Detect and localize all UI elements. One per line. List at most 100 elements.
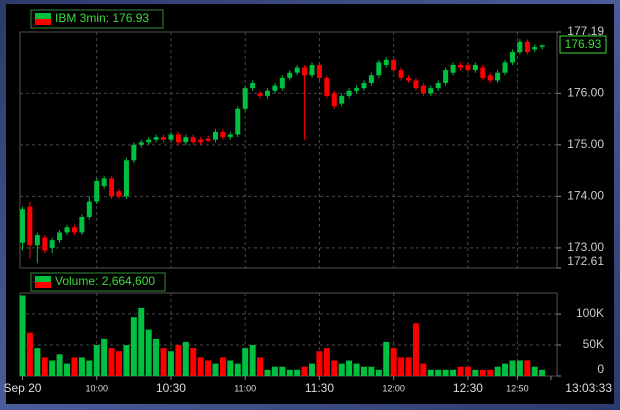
- candle-body: [242, 88, 248, 109]
- volume-bar: [487, 369, 494, 376]
- volume-bar: [516, 360, 523, 376]
- volume-bar: [115, 351, 122, 376]
- candle-body: [287, 72, 293, 78]
- price-legend: IBM 3min: 176.93: [30, 9, 164, 29]
- volume-bar: [502, 363, 509, 376]
- volume-bar: [64, 363, 71, 376]
- volume-bar: [375, 369, 382, 376]
- candle-body: [487, 75, 493, 81]
- volume-bar: [123, 345, 130, 376]
- price-panel: [19, 31, 558, 269]
- candle-body: [279, 77, 285, 89]
- volume-bar: [205, 360, 212, 376]
- candle-body: [94, 180, 100, 202]
- candle-body: [331, 93, 337, 107]
- x-tick-label: 12:30: [453, 381, 483, 395]
- candle-body: [443, 70, 449, 84]
- y-tick-label: 177.19: [567, 24, 604, 38]
- y-tick-label: 174.00: [567, 189, 604, 203]
- candle-body: [235, 108, 241, 135]
- candle-body: [79, 216, 85, 233]
- candle-body: [250, 83, 256, 89]
- x-tick-label: 12:50: [506, 383, 529, 393]
- candle-body: [361, 83, 367, 89]
- candle-body: [272, 85, 278, 91]
- volume-bar: [41, 357, 48, 376]
- candle-body: [116, 191, 122, 197]
- volume-bar: [405, 357, 412, 376]
- volume-bar: [108, 348, 115, 376]
- volume-bar: [420, 363, 427, 376]
- candle-body: [339, 95, 345, 104]
- volume-bar: [346, 360, 353, 376]
- candle-body: [480, 67, 486, 78]
- candle-body: [183, 137, 189, 143]
- x-tick-label: 12:00: [382, 383, 405, 393]
- y-tick-label: 176.00: [567, 85, 604, 99]
- candle-body: [190, 137, 196, 143]
- candle-body: [34, 235, 40, 246]
- volume-bar: [197, 357, 204, 376]
- volume-bar: [271, 366, 278, 376]
- candle-body: [123, 160, 129, 197]
- volume-bar: [234, 363, 241, 376]
- volume-bar: [412, 323, 419, 376]
- volume-bar: [26, 332, 33, 376]
- candle-body: [472, 64, 478, 71]
- candle-body: [502, 62, 508, 73]
- candle-body: [346, 90, 352, 96]
- volume-title: Volume: 2,664,600: [55, 274, 155, 288]
- volume-bar: [309, 363, 316, 376]
- candle-body: [391, 59, 397, 71]
- candle-body: [101, 178, 107, 187]
- y-tick-label: 50K: [583, 337, 604, 351]
- volume-bar: [294, 369, 301, 376]
- candle-body: [517, 41, 523, 53]
- candle-body: [539, 45, 545, 47]
- x-tick-label: 11:00: [234, 383, 256, 393]
- volume-bar: [175, 345, 182, 376]
- x-tick-label: Sep 20: [3, 381, 41, 395]
- candle-body: [383, 59, 389, 65]
- volume-bar: [539, 369, 546, 376]
- y-tick-label: 173.00: [567, 240, 604, 254]
- candle-body: [302, 67, 308, 76]
- volume-bar: [227, 360, 234, 376]
- candle-body: [19, 209, 25, 243]
- volume-bar: [360, 366, 367, 376]
- volume-bar: [93, 345, 100, 376]
- candle-body: [524, 41, 530, 53]
- candle-body: [64, 227, 70, 233]
- candle-body: [428, 88, 434, 94]
- volume-bar: [479, 369, 486, 376]
- candle-body: [257, 93, 263, 96]
- candle-body: [175, 134, 181, 143]
- volume-bar: [398, 357, 405, 376]
- y-tick-label: 100K: [576, 306, 604, 320]
- candle-body: [495, 72, 501, 81]
- volume-bar: [138, 307, 145, 376]
- volume-bar: [190, 348, 197, 376]
- volume-bar: [279, 366, 286, 376]
- y-tick-label: 0: [597, 362, 604, 376]
- candle-body: [324, 77, 330, 96]
- volume-bar: [167, 351, 174, 376]
- volume-bar: [130, 317, 137, 376]
- volume-bar: [301, 366, 308, 376]
- volume-bar: [442, 369, 449, 376]
- volume-bar: [101, 338, 108, 376]
- candle-body: [368, 75, 374, 84]
- candle-body: [465, 64, 471, 71]
- x-tick-label: 10:00: [85, 383, 108, 393]
- volume-bar: [212, 363, 219, 376]
- candle-body: [294, 67, 300, 73]
- candle-body: [57, 232, 63, 241]
- candle-body: [205, 138, 211, 141]
- candle-body: [376, 62, 382, 76]
- candle-body: [146, 139, 152, 143]
- volume-bar: [153, 338, 160, 376]
- volume-bar: [78, 357, 85, 376]
- candle-body: [435, 83, 441, 89]
- candle-body: [161, 137, 167, 140]
- volume-bar: [242, 348, 249, 376]
